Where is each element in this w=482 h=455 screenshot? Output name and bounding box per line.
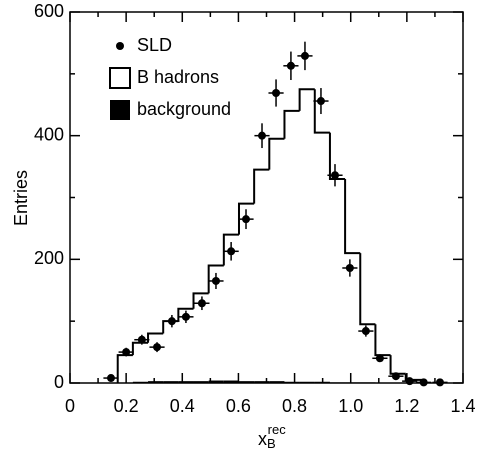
histogram-bin	[268, 137, 285, 170]
data-point	[435, 378, 444, 387]
background-bar	[329, 382, 346, 383]
x-tick-label: 0	[65, 396, 75, 416]
data-point	[227, 247, 236, 256]
background-bar	[314, 381, 330, 383]
legend-marker	[109, 67, 131, 89]
histogram-bin	[404, 373, 422, 383]
data-point	[106, 374, 115, 383]
background-bar	[163, 381, 179, 383]
data-point	[211, 276, 220, 285]
background-bar	[254, 381, 270, 383]
x-label-main: x	[258, 429, 267, 449]
legend-label: SLD	[137, 35, 172, 55]
y-axis-label: Entries	[11, 170, 31, 226]
data-point	[330, 171, 339, 180]
data-point	[345, 263, 354, 272]
data-point	[375, 354, 384, 363]
x-axis-label: xBrec	[258, 422, 286, 451]
data-point	[286, 61, 295, 70]
x-tick-label: 0.4	[170, 396, 195, 416]
histogram-bin	[131, 341, 149, 356]
background-bar	[345, 382, 361, 383]
data-point	[153, 343, 162, 352]
background-bar	[360, 382, 376, 383]
data-point	[137, 335, 146, 344]
y-tick-label: 600	[34, 1, 64, 21]
legend-label: background	[137, 99, 231, 119]
histogram-bin	[222, 233, 239, 266]
x-label-sup: rec	[268, 422, 287, 437]
legend-marker	[110, 100, 130, 120]
histogram-bin	[207, 264, 224, 294]
x-tick-label: 0.6	[226, 396, 251, 416]
histogram-bin	[192, 292, 209, 309]
histogram-bin	[253, 168, 270, 204]
histogram-bin	[389, 355, 406, 375]
histogram-bin	[177, 307, 194, 322]
data-point	[405, 377, 414, 386]
histogram-bin	[374, 324, 391, 357]
x-tick-label: 1.2	[394, 396, 419, 416]
histogram-bin	[237, 202, 255, 235]
background-bar	[178, 381, 194, 383]
histogram-bin	[313, 89, 330, 134]
background-bar	[193, 381, 209, 383]
background-bar	[284, 381, 300, 383]
data-point	[181, 312, 190, 321]
background-bar	[269, 381, 285, 383]
histogram-bin	[116, 354, 133, 383]
x-tick-label: 0.2	[114, 396, 139, 416]
data-point	[316, 97, 325, 106]
background-bar	[299, 381, 315, 383]
histogram-bin	[328, 132, 346, 180]
background-bar	[208, 380, 224, 383]
legend-label: B hadrons	[137, 67, 219, 87]
data-point	[197, 299, 206, 308]
histogram-bin	[344, 178, 361, 255]
y-tick-label: 0	[54, 372, 64, 392]
background-bar	[148, 381, 164, 383]
data-point	[300, 51, 309, 60]
x-label-sub: B	[267, 436, 276, 451]
background-bar	[238, 381, 255, 383]
histogram-bin	[147, 332, 164, 343]
data-point	[242, 215, 251, 224]
x-tick-label: 1.4	[450, 396, 475, 416]
histogram-bin	[298, 88, 315, 111]
x-tick-label: 1.0	[338, 396, 363, 416]
background-bar	[223, 380, 239, 383]
histogram-bin	[283, 109, 300, 139]
data-point	[272, 89, 281, 98]
x-tick-label: 0.8	[282, 396, 307, 416]
legend-marker	[116, 42, 124, 50]
data-point	[361, 327, 370, 336]
y-tick-label: 200	[34, 248, 64, 268]
data-point	[122, 348, 131, 357]
y-tick-label: 400	[34, 124, 64, 144]
background-bar	[132, 381, 149, 383]
histogram-bin	[359, 253, 376, 326]
histogram-bin	[162, 320, 179, 334]
data-point	[258, 131, 267, 140]
